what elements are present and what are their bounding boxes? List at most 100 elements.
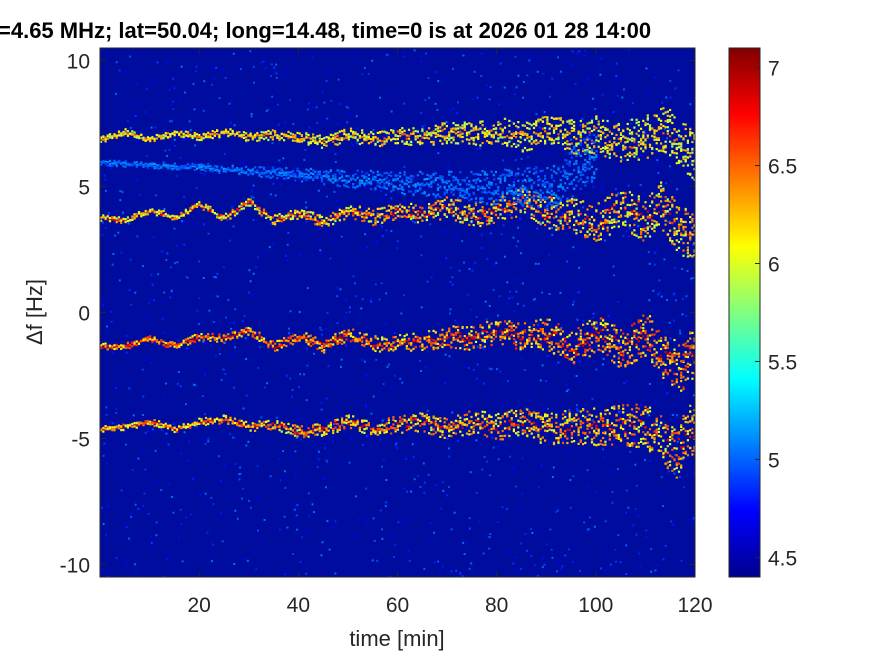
- trace-cell: [269, 132, 272, 135]
- trace-cell: [584, 125, 587, 128]
- trace-cell: [472, 136, 475, 140]
- trace-cell: [499, 338, 502, 341]
- trace-cell: [117, 134, 121, 137]
- trace-cell: [332, 337, 335, 340]
- trace-cell: [175, 343, 179, 346]
- trace-cell: [512, 142, 515, 146]
- trace-cell: [439, 200, 442, 203]
- noise-cell: [115, 61, 118, 64]
- trace-cell: [419, 345, 422, 348]
- trace-cell: [684, 207, 687, 211]
- noise-cell: [635, 484, 638, 487]
- trace-cell: [575, 232, 578, 235]
- trace-cell: [146, 336, 150, 339]
- trace-cell: [345, 133, 348, 137]
- trace-cell: [646, 216, 649, 219]
- trace-cell: [251, 335, 254, 338]
- trace-cell: [378, 213, 382, 216]
- noise-cell: [526, 156, 529, 159]
- trace-cell: [126, 346, 129, 349]
- noise-cell: [306, 287, 309, 290]
- noise-cell: [292, 123, 295, 125]
- noise-cell: [447, 286, 449, 289]
- trace-cell: [220, 216, 223, 219]
- noise-cell: [183, 195, 186, 198]
- noise-cell: [592, 312, 595, 315]
- noise-cell: [420, 306, 423, 309]
- trace-cell: [637, 352, 640, 355]
- noise-cell: [459, 127, 462, 130]
- trace-cell: [245, 329, 248, 332]
- noise-cell: [459, 572, 462, 575]
- trace-cell: [262, 137, 266, 141]
- trace-cell: [394, 336, 397, 339]
- trace-cell: [497, 121, 500, 124]
- trace-cell: [648, 216, 652, 219]
- noise-cell: [571, 283, 574, 286]
- trace-cell: [519, 346, 522, 349]
- trace-cell: [691, 147, 694, 150]
- trace-cell: [454, 331, 457, 335]
- noise-cell: [658, 291, 661, 294]
- noise-cell: [316, 465, 319, 468]
- noise-cell: [204, 373, 206, 376]
- trace-cell: [646, 232, 649, 235]
- trace-cell: [590, 223, 594, 226]
- trace-cell: [249, 204, 252, 207]
- trace-cell: [229, 338, 232, 341]
- trace-cell: [653, 138, 656, 141]
- trace-cell: [414, 135, 417, 138]
- trace-cell: [490, 322, 493, 325]
- trace-cell: [653, 135, 656, 138]
- trace-cell: [494, 332, 498, 335]
- trace-cell: [559, 216, 562, 219]
- trace-cell: [479, 344, 482, 347]
- trace-cell: [492, 136, 495, 139]
- trace-cell: [463, 339, 466, 342]
- trace-cell: [608, 342, 611, 345]
- trace-cell: [635, 132, 638, 135]
- trace-cell: [452, 201, 455, 204]
- trace-cell: [450, 203, 453, 206]
- trace-cell: [619, 364, 623, 367]
- trace-cell: [327, 343, 330, 346]
- trace-cell: [613, 141, 616, 144]
- trace-cell: [642, 335, 645, 338]
- trace-cell: [106, 348, 109, 351]
- trace-cell: [602, 131, 605, 134]
- trace-cell: [566, 140, 569, 143]
- noise-cell: [366, 521, 368, 523]
- trace-cell: [515, 132, 518, 135]
- trace-cell: [597, 339, 600, 342]
- trace-cell: [334, 137, 337, 140]
- trace-cell: [394, 346, 397, 349]
- trace-cell: [588, 222, 591, 225]
- noise-cell: [147, 512, 150, 515]
- noise-cell: [120, 251, 123, 254]
- trace-cell: [575, 229, 578, 232]
- noise-cell: [562, 169, 565, 172]
- noise-cell: [144, 468, 147, 471]
- trace-cell: [376, 344, 379, 347]
- trace-cell: [628, 355, 631, 358]
- trace-cell: [537, 141, 540, 144]
- noise-cell: [426, 280, 429, 283]
- trace-cell: [298, 339, 301, 342]
- trace-cell: [363, 336, 366, 339]
- trace-cell: [316, 142, 319, 146]
- trace-cell: [320, 219, 324, 222]
- trace-cell: [443, 127, 446, 130]
- noise-cell: [295, 514, 298, 517]
- trace-cell: [387, 132, 390, 135]
- trace-cell: [483, 345, 486, 348]
- trace-cell: [660, 190, 663, 193]
- noise-cell: [681, 313, 684, 316]
- noise-cell: [216, 272, 219, 275]
- trace-cell: [403, 341, 406, 344]
- noise-cell: [616, 365, 619, 368]
- trace-cell: [503, 217, 507, 220]
- noise-cell: [654, 305, 657, 308]
- noise-cell: [654, 263, 656, 266]
- noise-cell: [121, 163, 124, 166]
- trace-cell: [613, 203, 616, 206]
